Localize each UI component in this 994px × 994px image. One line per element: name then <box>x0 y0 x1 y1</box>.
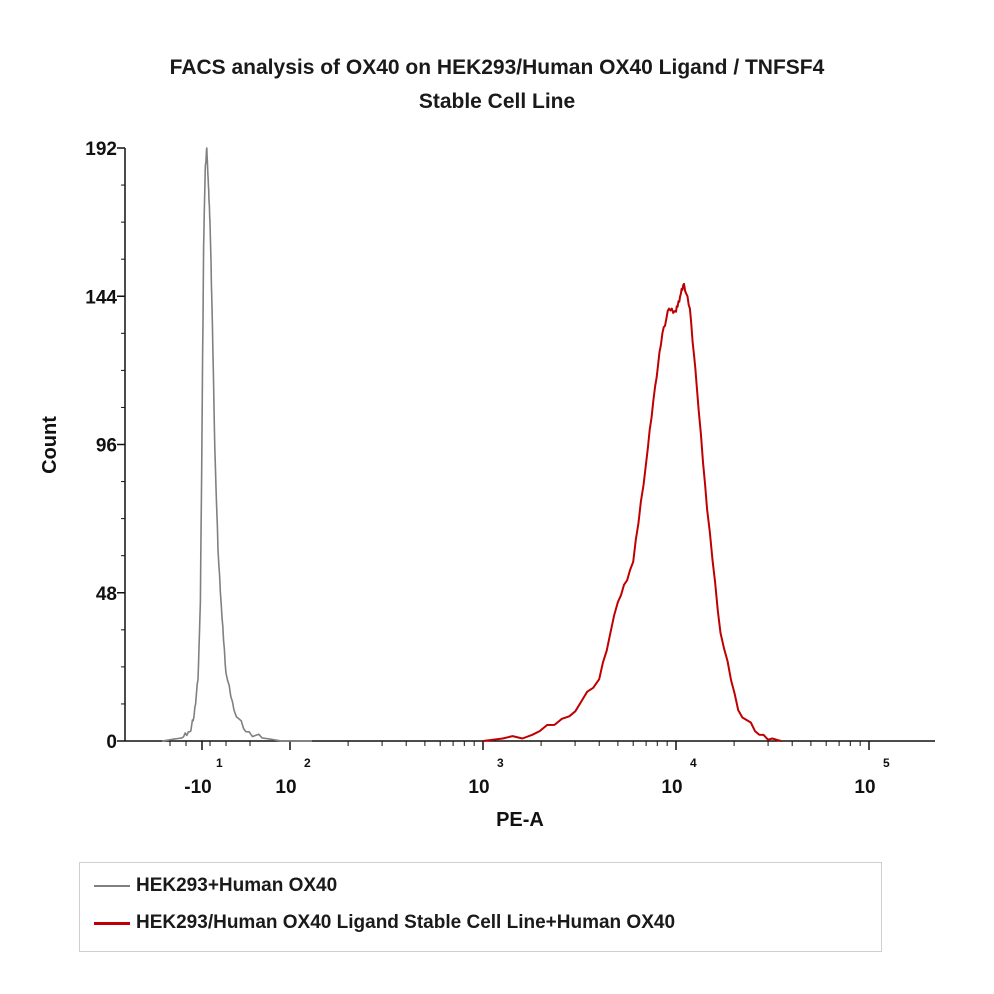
x-tick-label: 10 <box>468 777 489 798</box>
x-tick-label: 10 <box>661 777 682 798</box>
legend-item: HEK293/Human OX40 Ligand Stable Cell Lin… <box>94 912 675 934</box>
chart-title: FACS analysis of OX40 on HEK293/Human OX… <box>169 56 825 79</box>
legend-label: HEK293/Human OX40 Ligand Stable Cell Lin… <box>136 912 676 933</box>
x-tick-label: -10 <box>184 777 211 798</box>
legend-swatch <box>94 921 130 925</box>
y-tick-label: 192 <box>85 139 117 160</box>
y-tick-label: 48 <box>96 584 117 605</box>
legend-swatch <box>94 885 130 887</box>
x-tick-label: 10 <box>275 777 296 798</box>
y-tick-label: 144 <box>85 287 117 308</box>
y-axis-ticks: 0 48 96 144 192 <box>85 139 125 753</box>
series-line-1 <box>161 147 312 742</box>
x-tick-exponent: 5 <box>883 756 890 770</box>
legend-label: HEK293+Human OX40 <box>136 875 338 896</box>
chart-legend: HEK293+Human OX40 HEK293/Human OX40 Liga… <box>79 862 882 952</box>
chart-subtitle: Stable Cell Line <box>418 90 576 113</box>
x-tick-exponent: 3 <box>497 756 504 770</box>
x-tick-exponent: 4 <box>690 756 697 770</box>
x-tick-label: 10 <box>854 777 875 798</box>
y-tick-label: 96 <box>96 436 117 457</box>
x-tick-exponent: 1 <box>216 756 223 770</box>
x-axis-ticks: -10 1 10 2 10 3 10 4 10 5 <box>169 741 890 798</box>
legend-item: HEK293+Human OX40 <box>94 875 337 897</box>
x-tick-exponent: 2 <box>304 756 311 770</box>
series-line-2 <box>482 282 782 742</box>
series-layer <box>161 147 782 742</box>
y-axis-label: Count <box>39 416 61 474</box>
x-axis-label: PE-A <box>496 809 544 831</box>
y-tick-label: 0 <box>106 732 117 753</box>
